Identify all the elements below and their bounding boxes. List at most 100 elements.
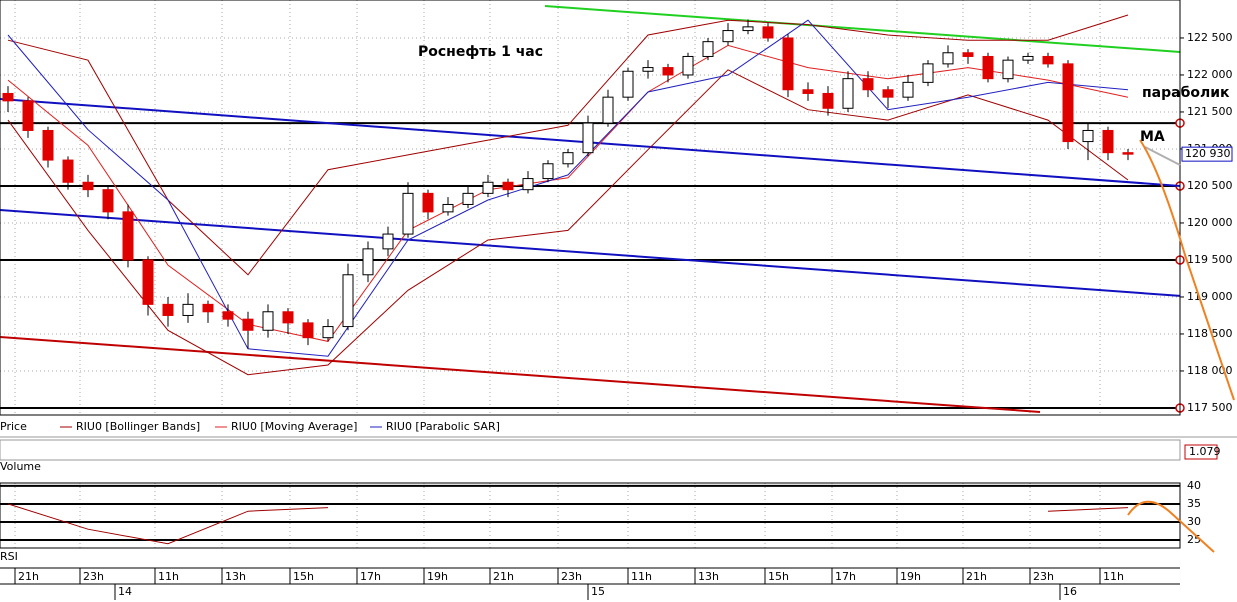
- x-tick-label: 11h: [1103, 570, 1124, 583]
- candle-body: [62, 159, 74, 183]
- volume-value-box: [1184, 444, 1218, 460]
- candle-body: [442, 203, 454, 213]
- date-label: 14: [118, 585, 132, 598]
- candle-body: [42, 129, 54, 161]
- candle-body: [1002, 59, 1014, 80]
- annotation: MA: [1140, 129, 1165, 145]
- bollinger-lower: [7, 69, 1129, 376]
- candle-body: [802, 89, 814, 94]
- candle-body: [222, 311, 234, 320]
- date-label: 16: [1063, 585, 1077, 598]
- candle-body: [122, 211, 134, 261]
- date-label: 15: [591, 585, 605, 598]
- rsi-tick-label: 40: [1187, 479, 1201, 492]
- candle-body: [522, 178, 534, 191]
- candle-body: [542, 163, 554, 180]
- candle-body: [622, 70, 634, 98]
- candle-body: [742, 26, 754, 32]
- indicator-line: [7, 19, 1129, 357]
- candle-body: [242, 318, 254, 331]
- y-tick-label: 118 000: [1187, 364, 1233, 377]
- candle-body: [482, 181, 494, 194]
- price-frame: [0, 0, 1181, 416]
- last-price-box: [1181, 146, 1233, 162]
- candle-body: [682, 55, 694, 76]
- forecast-arrow: [1139, 139, 1235, 401]
- x-tick-label: 23h: [561, 570, 582, 583]
- candle-body: [342, 274, 354, 328]
- x-tick-label: 13h: [698, 570, 719, 583]
- y-tick-label: 121 500: [1187, 105, 1233, 118]
- candle-body: [2, 92, 14, 102]
- rsi-tick-label: 35: [1187, 497, 1201, 510]
- candle-body: [202, 303, 214, 313]
- x-tick-label: 21h: [493, 570, 514, 583]
- x-tick-label: 23h: [1033, 570, 1054, 583]
- y-tick-label: 117 500: [1187, 401, 1233, 414]
- candle-body: [582, 122, 594, 154]
- candle-body: [102, 189, 114, 213]
- candle-body: [702, 41, 714, 57]
- rsi-frame: [0, 482, 1181, 549]
- candle-body: [762, 26, 774, 39]
- trend-line: [544, 4, 1181, 53]
- candle-body: [422, 192, 434, 213]
- rsi-forecast: [1127, 500, 1215, 553]
- candle-body: [82, 181, 94, 191]
- legend-label: Price: [0, 420, 27, 433]
- candle-body: [1062, 63, 1074, 143]
- rsi-line: [7, 503, 1129, 545]
- candle-body: [942, 52, 954, 65]
- candle-body: [1022, 55, 1034, 61]
- candle-body: [182, 303, 194, 316]
- candle-body: [862, 78, 874, 91]
- candle-body: [362, 248, 374, 276]
- candle-body: [662, 67, 674, 76]
- legend-label: RIU0 [Moving Average]: [231, 420, 357, 433]
- candle-body: [982, 55, 994, 80]
- legend-label: RIU0 [Bollinger Bands]: [76, 420, 200, 433]
- candle-body: [922, 63, 934, 83]
- candle-body: [282, 311, 294, 324]
- candle-body: [1122, 152, 1134, 155]
- pane-label: Volume: [0, 460, 41, 473]
- chart-title: Роснефть 1 час: [418, 44, 543, 60]
- x-tick-label: 21h: [18, 570, 39, 583]
- x-tick-label: 11h: [158, 570, 179, 583]
- candle-body: [822, 92, 834, 109]
- candle-body: [562, 152, 574, 165]
- candle-body: [642, 67, 654, 72]
- x-tick-label: 15h: [293, 570, 314, 583]
- x-tick-label: 13h: [225, 570, 246, 583]
- candle-body: [382, 233, 394, 250]
- candle-body: [22, 100, 34, 131]
- candle-body: [602, 96, 614, 124]
- candle-body: [782, 37, 794, 91]
- ma-projection: [1144, 146, 1181, 166]
- candle-body: [902, 81, 914, 98]
- candle-body: [962, 52, 974, 57]
- annotation: параболик: [1142, 85, 1230, 101]
- rsi-tick-label: 30: [1187, 515, 1201, 528]
- candle-body: [1082, 129, 1094, 143]
- bollinger-upper: [7, 14, 1129, 276]
- y-tick-label: 119 500: [1187, 253, 1233, 266]
- candle-body: [142, 259, 154, 305]
- y-tick-label: 120 500: [1187, 179, 1233, 192]
- y-tick-label: 119 000: [1187, 290, 1233, 303]
- x-tick-label: 19h: [900, 570, 921, 583]
- candle-body: [882, 89, 894, 98]
- candle-body: [842, 78, 854, 109]
- volume-value: 1.079: [1189, 445, 1221, 458]
- trend-line: [0, 336, 1041, 413]
- y-tick-label: 120 000: [1187, 216, 1233, 229]
- candle-body: [402, 192, 414, 235]
- candle-body: [462, 192, 474, 205]
- y-tick-label: 118 500: [1187, 327, 1233, 340]
- candle-body: [1042, 55, 1054, 65]
- volume-frame: [0, 439, 1181, 461]
